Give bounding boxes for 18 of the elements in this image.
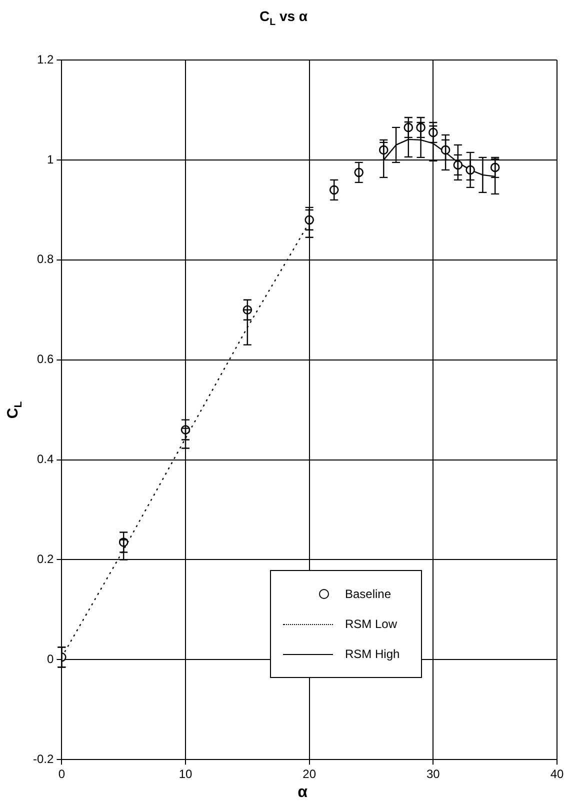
y-tick-label: -0.2 [32,752,54,766]
x-tick-label: 0 [58,767,66,782]
y-tick-label: 1.2 [36,52,54,66]
legend-label: RSM High [345,647,400,661]
y-tick-label: 0.8 [36,252,54,266]
x-tick-label: 10 [178,767,192,782]
y-tick-label: 0.4 [36,452,54,466]
y-tick-label: 0.6 [36,352,54,366]
legend-label: RSM Low [345,617,398,631]
x-axis-title: α [296,784,308,802]
y-tick-label: 1 [46,152,54,166]
x-tick-label: 20 [302,767,316,782]
y-tick-label: 0.2 [36,552,54,566]
chart-title: C$_{L}$ vs α [258,8,309,28]
x-tick-label: 40 [550,767,564,782]
x-tick-label: 30 [426,767,440,782]
legend-label: Baseline [345,587,392,601]
y-tick-label: 0 [46,652,54,666]
